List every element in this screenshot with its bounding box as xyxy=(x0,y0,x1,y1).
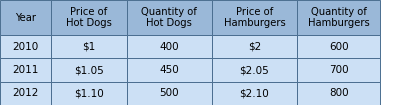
Text: 2011: 2011 xyxy=(13,65,39,75)
Text: $2: $2 xyxy=(248,42,261,52)
Bar xyxy=(127,0,212,35)
Text: 500: 500 xyxy=(160,88,179,98)
Text: Price of
Hamburgers: Price of Hamburgers xyxy=(224,7,285,28)
Bar xyxy=(127,58,212,82)
Bar xyxy=(212,0,297,35)
Text: Quantity of
Hamburgers: Quantity of Hamburgers xyxy=(308,7,369,28)
Text: $2.10: $2.10 xyxy=(240,88,269,98)
Bar xyxy=(212,58,297,82)
Bar xyxy=(0,58,51,82)
Bar xyxy=(51,0,127,35)
Bar xyxy=(297,58,380,82)
Text: $1: $1 xyxy=(82,42,96,52)
Bar xyxy=(212,35,297,58)
Text: Price of
Hot Dogs: Price of Hot Dogs xyxy=(66,7,112,28)
Text: 450: 450 xyxy=(160,65,179,75)
Bar xyxy=(127,82,212,105)
Bar xyxy=(297,82,380,105)
Bar xyxy=(0,82,51,105)
Bar xyxy=(297,35,380,58)
Bar xyxy=(51,35,127,58)
Text: 2012: 2012 xyxy=(13,88,39,98)
Bar xyxy=(127,35,212,58)
Text: 400: 400 xyxy=(160,42,179,52)
Bar xyxy=(51,82,127,105)
Bar xyxy=(51,58,127,82)
Text: Quantity of
Hot Dogs: Quantity of Hot Dogs xyxy=(141,7,197,28)
Text: $1.05: $1.05 xyxy=(74,65,104,75)
Text: 700: 700 xyxy=(329,65,348,75)
Text: 600: 600 xyxy=(329,42,348,52)
Bar xyxy=(212,82,297,105)
Text: Year: Year xyxy=(15,13,36,23)
Text: $2.05: $2.05 xyxy=(240,65,269,75)
Text: 2010: 2010 xyxy=(13,42,39,52)
Text: 800: 800 xyxy=(329,88,348,98)
Bar xyxy=(297,0,380,35)
Bar xyxy=(0,35,51,58)
Text: $1.10: $1.10 xyxy=(74,88,104,98)
Bar xyxy=(0,0,51,35)
